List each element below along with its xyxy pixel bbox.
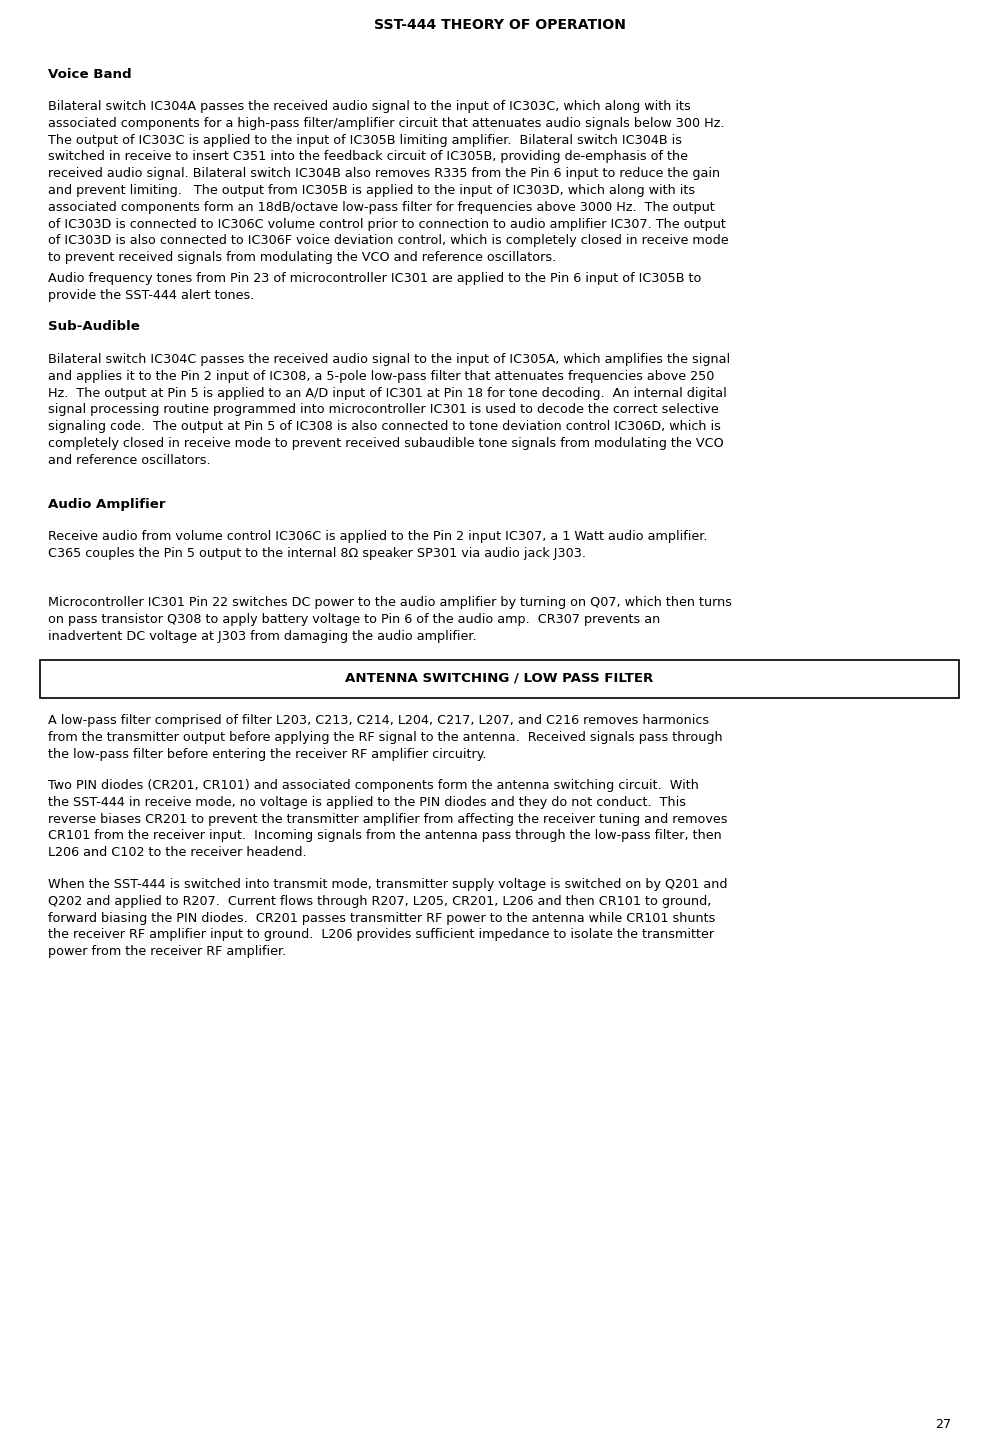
Text: Audio Amplifier: Audio Amplifier bbox=[48, 498, 166, 511]
Text: Bilateral switch IC304A passes the received audio signal to the input of IC303C,: Bilateral switch IC304A passes the recei… bbox=[48, 100, 728, 264]
Text: ANTENNA SWITCHING / LOW PASS FILTER: ANTENNA SWITCHING / LOW PASS FILTER bbox=[346, 671, 653, 684]
Bar bbox=[40, 660, 959, 697]
Text: Bilateral switch IC304C passes the received audio signal to the input of IC305A,: Bilateral switch IC304C passes the recei… bbox=[48, 353, 730, 466]
Text: Voice Band: Voice Band bbox=[48, 68, 132, 81]
Text: Audio frequency tones from Pin 23 of microcontroller IC301 are applied to the Pi: Audio frequency tones from Pin 23 of mic… bbox=[48, 272, 701, 302]
Text: Sub-Audible: Sub-Audible bbox=[48, 320, 140, 333]
Text: When the SST-444 is switched into transmit mode, transmitter supply voltage is s: When the SST-444 is switched into transm… bbox=[48, 878, 727, 958]
Text: A low-pass filter comprised of filter L203, C213, C214, L204, C217, L207, and C2: A low-pass filter comprised of filter L2… bbox=[48, 713, 722, 760]
Text: 27: 27 bbox=[935, 1418, 951, 1431]
Text: Two PIN diodes (CR201, CR101) and associated components form the antenna switchi: Two PIN diodes (CR201, CR101) and associ… bbox=[48, 779, 727, 859]
Text: Microcontroller IC301 Pin 22 switches DC power to the audio amplifier by turning: Microcontroller IC301 Pin 22 switches DC… bbox=[48, 596, 732, 642]
Text: Receive audio from volume control IC306C is applied to the Pin 2 input IC307, a : Receive audio from volume control IC306C… bbox=[48, 530, 707, 559]
Text: SST-444 THEORY OF OPERATION: SST-444 THEORY OF OPERATION bbox=[374, 17, 625, 32]
